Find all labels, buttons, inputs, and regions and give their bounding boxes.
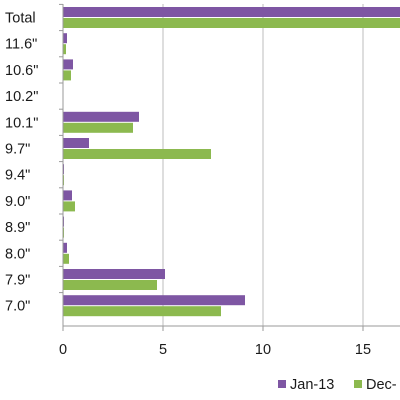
axes — [59, 3, 400, 331]
bar-dec — [63, 149, 211, 159]
category-label: 9.4" — [5, 168, 30, 184]
bars — [63, 7, 400, 317]
category-labels: Total 11.6" 10.6" 10.2" 10.1" 9.7" 9.4" 9.0" 8.9… — [5, 11, 38, 315]
category-label: 10.6" — [5, 63, 38, 79]
bar-dec — [63, 201, 75, 212]
category-label: 11.6" — [5, 37, 37, 53]
x-tick-labels: 0 5 10 15 — [59, 342, 371, 358]
bar-dec — [63, 44, 66, 55]
legend-swatch — [354, 380, 362, 388]
category-label: 9.0" — [5, 194, 30, 210]
bar-dec — [63, 280, 157, 290]
bar-dec — [63, 122, 133, 133]
category-label: 10.2" — [5, 89, 38, 105]
bar-jan13 — [63, 269, 165, 279]
bar-dec — [63, 306, 221, 317]
x-tick-label: 5 — [159, 342, 167, 358]
category-label: 9.7" — [5, 142, 30, 158]
legend: Jan-13 Dec- — [278, 377, 397, 393]
x-tick-label: 10 — [255, 342, 271, 358]
bar-dec — [63, 18, 400, 28]
x-tick-label: 0 — [59, 342, 67, 358]
legend-label: Dec- — [366, 377, 397, 393]
bar-jan13 — [63, 295, 245, 306]
grid-lines — [162, 4, 364, 326]
bar-jan13 — [63, 7, 400, 17]
category-label: 7.0" — [5, 299, 30, 315]
bar-dec — [63, 253, 69, 264]
bar-jan13 — [63, 33, 67, 44]
category-label: 8.9" — [5, 220, 30, 236]
bar-jan13 — [63, 111, 139, 122]
legend-label: Jan-13 — [290, 377, 334, 393]
category-label: 8.0" — [5, 246, 30, 262]
legend-swatch — [278, 380, 286, 388]
category-label: Total — [5, 11, 36, 27]
bar-dec — [63, 70, 71, 81]
bar-jan13 — [63, 242, 67, 253]
bar-jan13 — [63, 138, 89, 148]
category-label: 10.1" — [5, 115, 38, 131]
bar-jan13 — [63, 190, 72, 201]
category-label: 7.9" — [5, 273, 30, 289]
x-tick-label: 15 — [355, 342, 371, 358]
bar-jan13 — [63, 59, 73, 70]
